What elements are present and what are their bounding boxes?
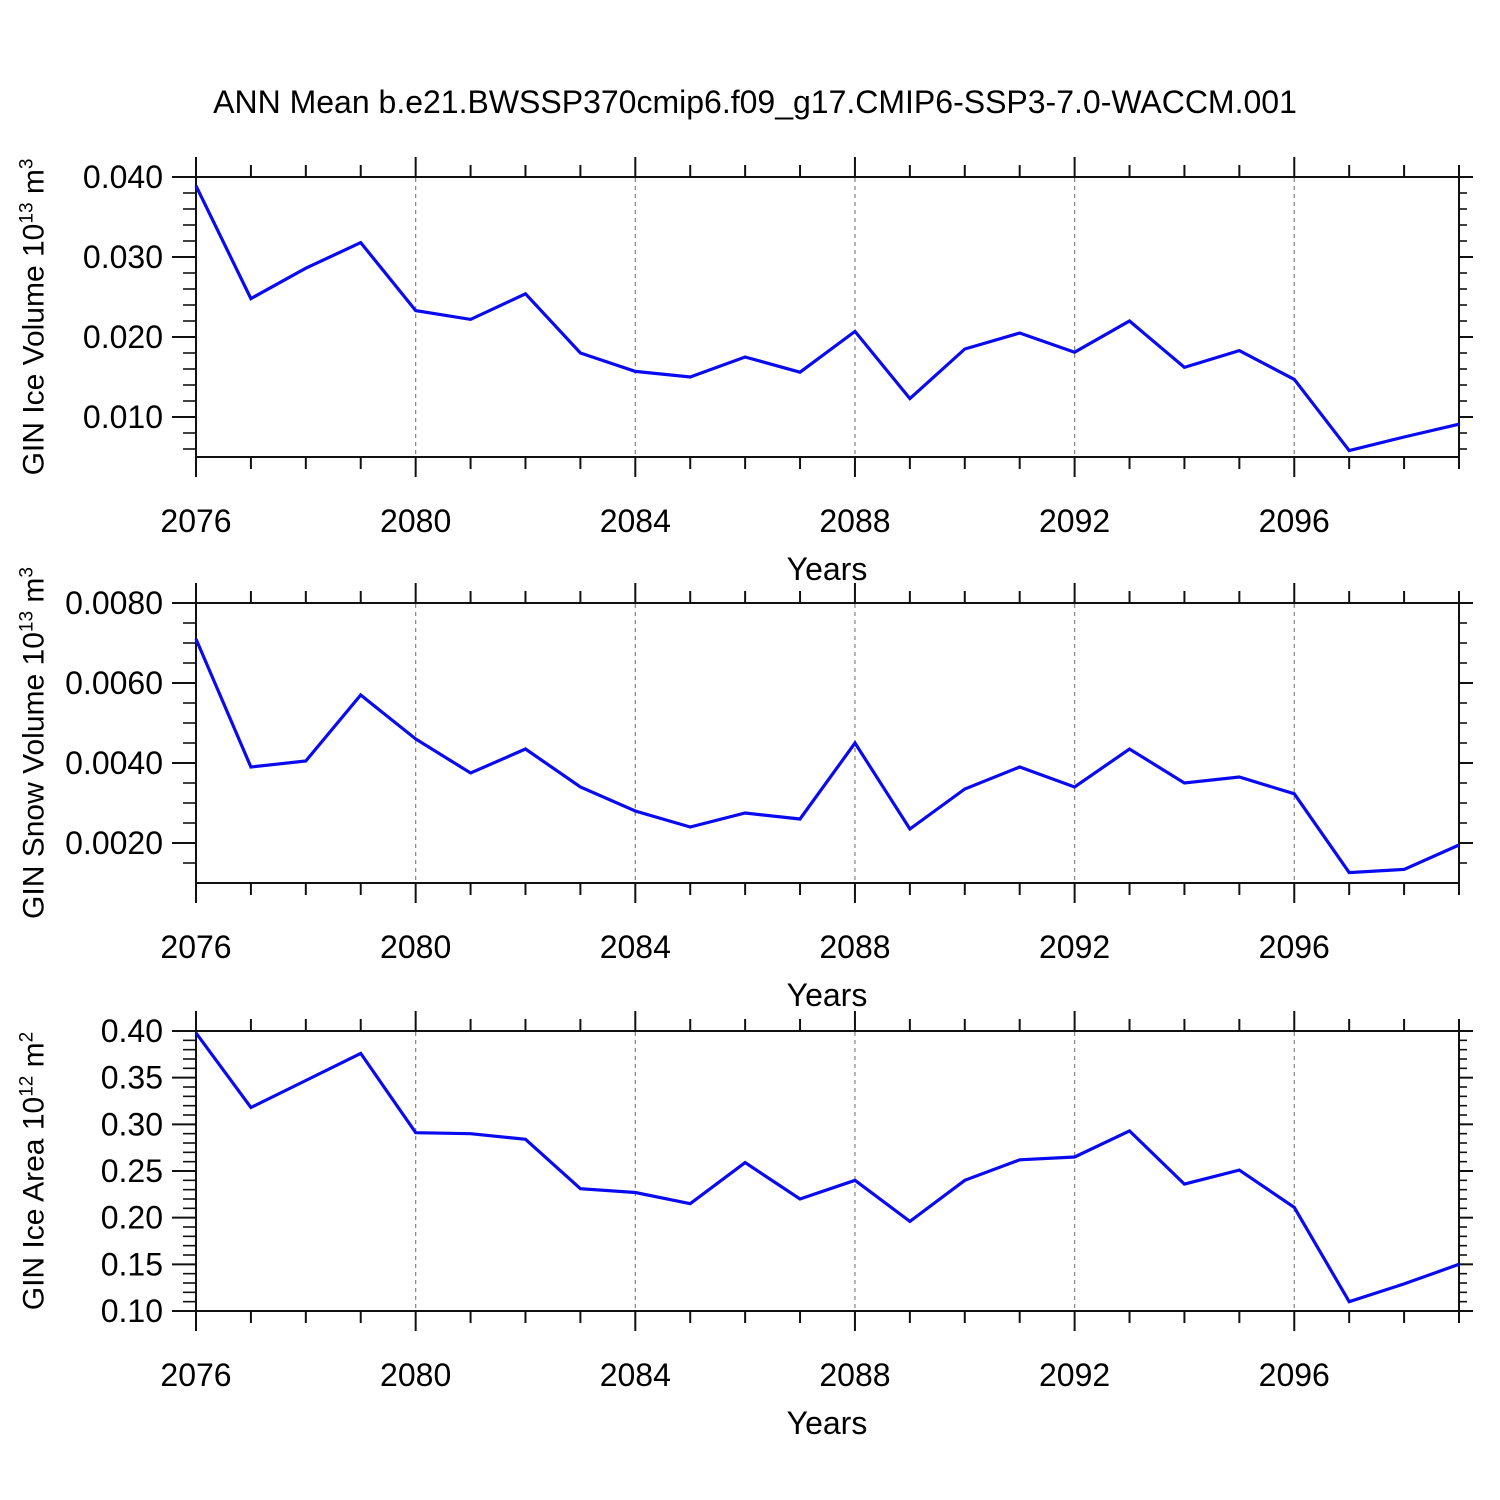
- data-line-gin-ice-volume: [194, 185, 1460, 453]
- x-axis-title-panel1: Years: [786, 551, 868, 587]
- y-axis-label-snow-volume: GIN Snow Volume 1013 m3: [17, 567, 52, 919]
- y-tick-label: 0.0020: [65, 825, 163, 861]
- y-tick-label: 0.0040: [65, 745, 163, 781]
- y-tick-label: 0.20: [101, 1200, 163, 1236]
- y-axis-label-unit: m: [17, 1042, 51, 1076]
- page-title: ANN Mean b.e21.BWSSP370cmip6.f09_g17.CMI…: [213, 84, 1297, 120]
- y-axis-label-ice-volume: GIN Ice Volume 1013 m3: [17, 159, 52, 476]
- data-line-gin-ice-area: [194, 1031, 1460, 1304]
- panel-gin-ice-area: 2076 2080 2084 2088 2092 2096 0.10 0.15 0.20 0.25…: [101, 1011, 1473, 1393]
- x-tick-label: 2096: [1259, 929, 1330, 965]
- y-tick-label: 0.40: [101, 1013, 163, 1049]
- y-axis-label-text: GIN Ice Area 10: [17, 1096, 51, 1311]
- x-tick-label: 2076: [160, 929, 231, 965]
- x-tick-label: 2076: [160, 503, 231, 539]
- panel-gin-snow-volume: 2076 2080 2084 2088 2092 2096 0.0020 0.0040 0.00…: [65, 583, 1473, 965]
- y-axis-label-unit-exponent: 2: [16, 1031, 38, 1043]
- y-axis-label-text: GIN Ice Volume 10: [17, 223, 51, 476]
- x-tick-label: 2084: [600, 1357, 671, 1393]
- x-tick-label: 2084: [600, 929, 671, 965]
- y-tick-label: 0.0060: [65, 665, 163, 701]
- y-axis-label-text: GIN Snow Volume 10: [17, 632, 51, 919]
- x-tick-label: 2092: [1039, 929, 1110, 965]
- y-axis-label-ice-area: GIN Ice Area 1012 m2: [17, 1032, 52, 1311]
- x-tick-label: 2076: [160, 1357, 231, 1393]
- x-tick-label: 2080: [380, 929, 451, 965]
- y-axis-label-unit: m: [17, 577, 51, 611]
- data-line-gin-snow-volume: [194, 638, 1460, 875]
- x-tick-label: 2092: [1039, 503, 1110, 539]
- plot-frame: [195, 602, 1460, 884]
- x-tick-label: 2088: [819, 503, 890, 539]
- y-tick-label: 0.35: [101, 1060, 163, 1096]
- y-tick-label: 0.0080: [65, 585, 163, 621]
- y-axis-label-unit-exponent: 3: [16, 567, 38, 578]
- x-axis-title-panel3: Years: [786, 1405, 868, 1441]
- x-tick-label: 2088: [819, 929, 890, 965]
- y-axis-label-unit: m: [17, 169, 51, 203]
- y-tick-label: 0.010: [83, 399, 163, 435]
- y-tick-label: 0.030: [83, 239, 163, 275]
- y-axis-label-exponent: 12: [16, 1075, 38, 1097]
- x-tick-label: 2092: [1039, 1357, 1110, 1393]
- x-tick-label: 2080: [380, 1357, 451, 1393]
- y-axis-label-exponent: 13: [16, 202, 38, 224]
- x-tick-label: 2088: [819, 1357, 890, 1393]
- panel-gin-ice-volume: 2076 2080 2084 2088 2092 2096 0.010 0.020 0.030 0…: [83, 157, 1473, 539]
- x-axis-title-panel2: Years: [786, 977, 868, 1013]
- x-tick-label: 2096: [1259, 503, 1330, 539]
- y-tick-label: 0.10: [101, 1293, 163, 1329]
- plot-frame: [195, 1030, 1460, 1312]
- x-tick-label: 2096: [1259, 1357, 1330, 1393]
- y-tick-label: 0.020: [83, 319, 163, 355]
- plot-frame: [195, 176, 1460, 458]
- x-tick-label: 2080: [380, 503, 451, 539]
- y-axis-label-unit-exponent: 3: [16, 158, 38, 170]
- y-axis-label-exponent: 13: [16, 610, 38, 633]
- y-tick-label: 0.040: [83, 159, 163, 195]
- x-tick-label: 2084: [600, 503, 671, 539]
- y-tick-label: 0.25: [101, 1153, 163, 1189]
- y-tick-label: 0.30: [101, 1106, 163, 1142]
- y-tick-label: 0.15: [101, 1246, 163, 1282]
